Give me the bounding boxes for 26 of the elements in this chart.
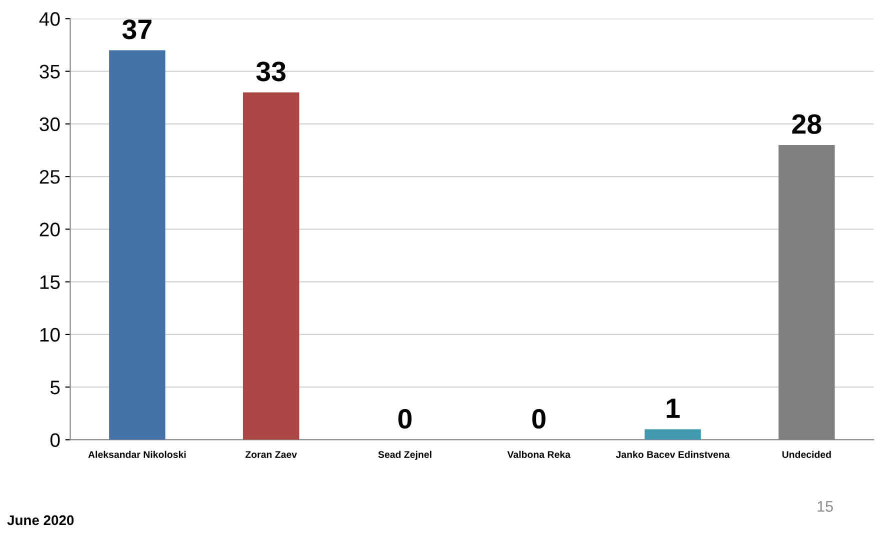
y-tick-label: 20 [40,222,60,236]
y-tick-label: 40 [39,12,60,26]
bar [242,92,300,440]
y-tick-label: 15 [40,275,60,290]
text: June 2020 [7,515,74,526]
data-label: 37 [122,20,152,40]
x-tick-label: Aleksandar Nikoloski [88,450,186,458]
y-tick-label: 30 [40,117,60,132]
text: 15 [818,501,833,512]
data-label: 1 [666,398,680,418]
bar [644,429,701,440]
x-tick-label: Undecided [782,450,831,458]
y-tick-label: 0 [50,433,60,447]
data-label: 28 [792,114,822,134]
y-tick-label: 25 [40,170,60,184]
data-label: 33 [256,62,286,82]
x-tick-label: Janko Bacev Edinstvena [616,450,730,458]
y-tick-label: 10 [40,328,60,342]
data-label: 0 [398,409,412,429]
data-label: 0 [532,409,546,429]
y-tick-label: 5 [50,380,60,394]
x-tick-label: Valbona Reka [507,450,571,458]
x-tick-label: Sead Zejnel [378,450,432,460]
bar [109,50,166,440]
x-tick-label: Zoran Zaev [245,451,297,458]
y-tick-label: 35 [40,64,60,79]
